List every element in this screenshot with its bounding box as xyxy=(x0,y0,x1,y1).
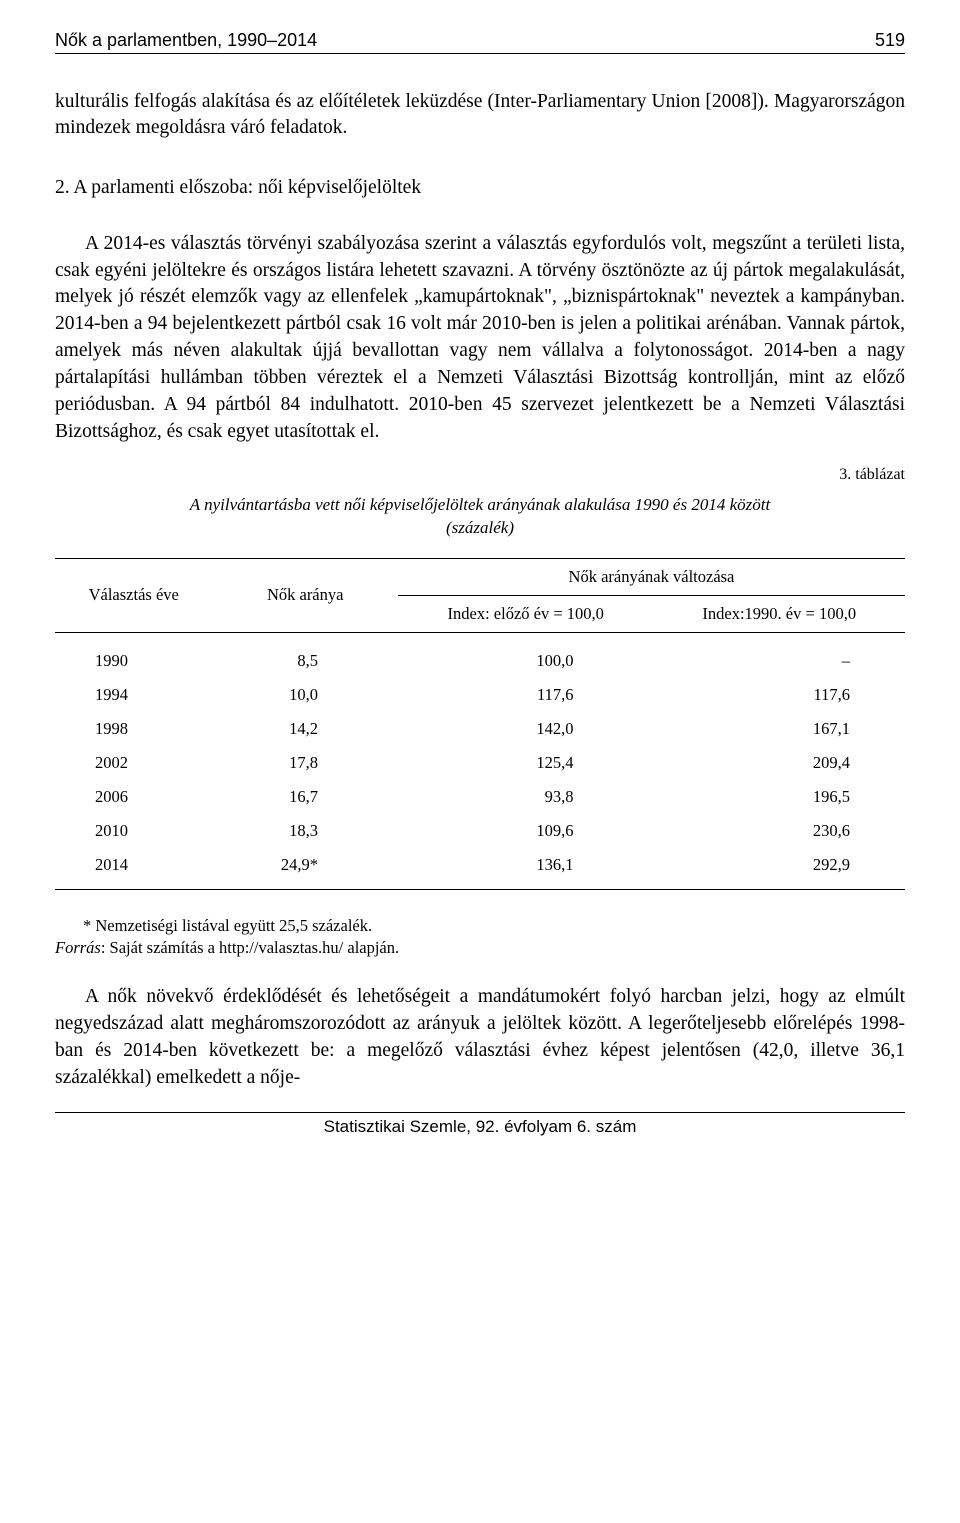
page-footer: Statisztikai Szemle, 92. évfolyam 6. szá… xyxy=(55,1112,905,1137)
table-row: 2014 24,9* 136,1 292,9 xyxy=(55,848,905,890)
table-row: 2010 18,3 109,6 230,6 xyxy=(55,814,905,848)
cell-idx2: – xyxy=(653,632,905,678)
cell-ratio: 24,9* xyxy=(212,848,397,890)
cell-ratio: 17,8 xyxy=(212,746,397,780)
cell-year: 2002 xyxy=(55,746,212,780)
cell-ratio: 8,5 xyxy=(212,632,397,678)
cell-idx2: 230,6 xyxy=(653,814,905,848)
cell-idx1: 142,0 xyxy=(398,712,654,746)
cell-idx1: 136,1 xyxy=(398,848,654,890)
source-label: Forrás xyxy=(55,938,101,957)
table-row: 1990 8,5 100,0 – xyxy=(55,632,905,678)
paragraph-main: A 2014-es választás törvényi szabályozás… xyxy=(55,231,905,446)
cell-ratio: 18,3 xyxy=(212,814,397,848)
paragraph-conclusion: A nők növekvő érdeklődését és lehetősége… xyxy=(55,984,905,1092)
cell-idx1: 100,0 xyxy=(398,632,654,678)
header-title: Nők a parlamentben, 1990–2014 xyxy=(55,30,317,51)
cell-year: 1990 xyxy=(55,632,212,678)
cell-ratio: 10,0 xyxy=(212,678,397,712)
th-idx2: Index:1990. év = 100,0 xyxy=(653,595,905,632)
th-change: Nők arányának változása xyxy=(398,558,905,595)
cell-year: 2014 xyxy=(55,848,212,890)
cell-ratio: 16,7 xyxy=(212,780,397,814)
cell-idx2: 292,9 xyxy=(653,848,905,890)
cell-idx2: 196,5 xyxy=(653,780,905,814)
table-caption-line2: (százalék) xyxy=(446,518,514,537)
page-number: 519 xyxy=(875,30,905,51)
cell-idx2: 167,1 xyxy=(653,712,905,746)
cell-year: 1994 xyxy=(55,678,212,712)
cell-year: 1998 xyxy=(55,712,212,746)
cell-year: 2010 xyxy=(55,814,212,848)
source-text: : Saját számítás a http://valasztas.hu/ … xyxy=(101,938,399,957)
cell-idx1: 93,8 xyxy=(398,780,654,814)
running-header: Nők a parlamentben, 1990–2014 519 xyxy=(55,30,905,54)
table-row: 1998 14,2 142,0 167,1 xyxy=(55,712,905,746)
cell-idx2: 209,4 xyxy=(653,746,905,780)
th-year: Választás éve xyxy=(55,558,212,632)
table-caption: A nyilvántartásba vett női képviselőjelö… xyxy=(55,494,905,540)
table-notes: * Nemzetiségi listával együtt 25,5 száza… xyxy=(55,915,905,960)
cell-idx1: 117,6 xyxy=(398,678,654,712)
table-row: 2006 16,7 93,8 196,5 xyxy=(55,780,905,814)
table-caption-line1: A nyilvántartásba vett női képviselőjelö… xyxy=(190,495,770,514)
th-ratio: Nők aránya xyxy=(212,558,397,632)
table-label: 3. táblázat xyxy=(55,466,905,484)
table-footnote: * Nemzetiségi listával együtt 25,5 száza… xyxy=(83,916,372,935)
table-row: 2002 17,8 125,4 209,4 xyxy=(55,746,905,780)
th-idx1: Index: előző év = 100,0 xyxy=(398,595,654,632)
cell-idx2: 117,6 xyxy=(653,678,905,712)
data-table: Választás éve Nők aránya Nők arányának v… xyxy=(55,558,905,890)
cell-year: 2006 xyxy=(55,780,212,814)
section-heading: 2. A parlamenti előszoba: női képviselőj… xyxy=(55,177,905,199)
cell-idx1: 109,6 xyxy=(398,814,654,848)
table-row: 1994 10,0 117,6 117,6 xyxy=(55,678,905,712)
cell-ratio: 14,2 xyxy=(212,712,397,746)
paragraph-intro: kulturális felfogás alakítása és az előí… xyxy=(55,89,905,142)
cell-idx1: 125,4 xyxy=(398,746,654,780)
